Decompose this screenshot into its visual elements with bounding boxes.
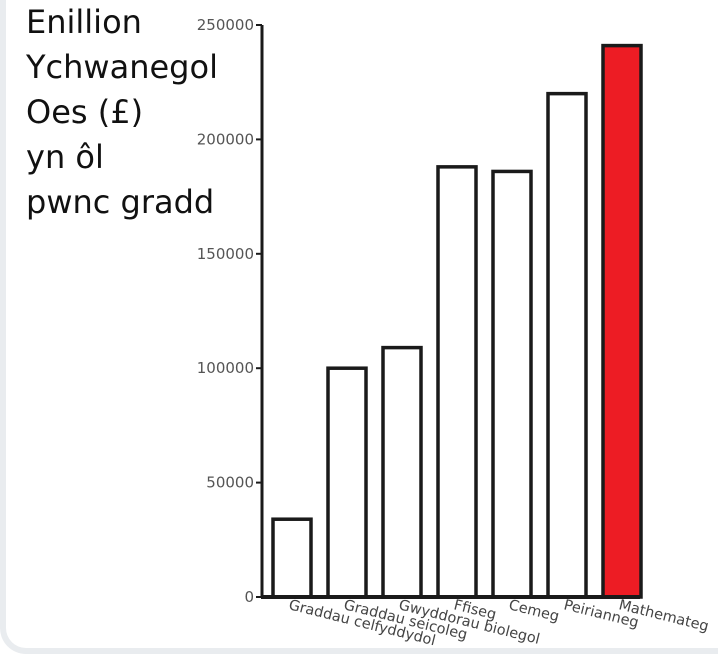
y-tick-label: 0: [244, 588, 254, 606]
x-tick-label: Cemeg: [507, 597, 561, 625]
y-tick-label: 50000: [206, 474, 254, 492]
chart-title: Enillion Ychwanegol Oes (£) yn ôl pwnc gradd: [25, 3, 218, 221]
axes: 0 50000 100000 150000 200000 250000: [197, 16, 640, 606]
y-tick-label: 150000: [197, 245, 254, 263]
bar: [326, 366, 368, 599]
chart-title-line: pwnc gradd: [26, 183, 214, 221]
bars: [271, 43, 643, 599]
bar: [436, 165, 478, 599]
bar: [491, 169, 533, 599]
chart-title-line: Oes (£): [26, 93, 143, 131]
bar: [546, 91, 588, 599]
y-tick-label: 250000: [197, 16, 254, 34]
chart-title-line: Ychwanegol: [25, 48, 218, 86]
y-tick-label: 100000: [197, 359, 254, 377]
bar: [271, 517, 313, 599]
bar: [381, 345, 423, 599]
chart-title-line: Enillion: [26, 3, 142, 41]
bar: [601, 43, 643, 599]
chart-title-line: yn ôl: [26, 138, 104, 176]
y-tick-label: 200000: [197, 130, 254, 148]
